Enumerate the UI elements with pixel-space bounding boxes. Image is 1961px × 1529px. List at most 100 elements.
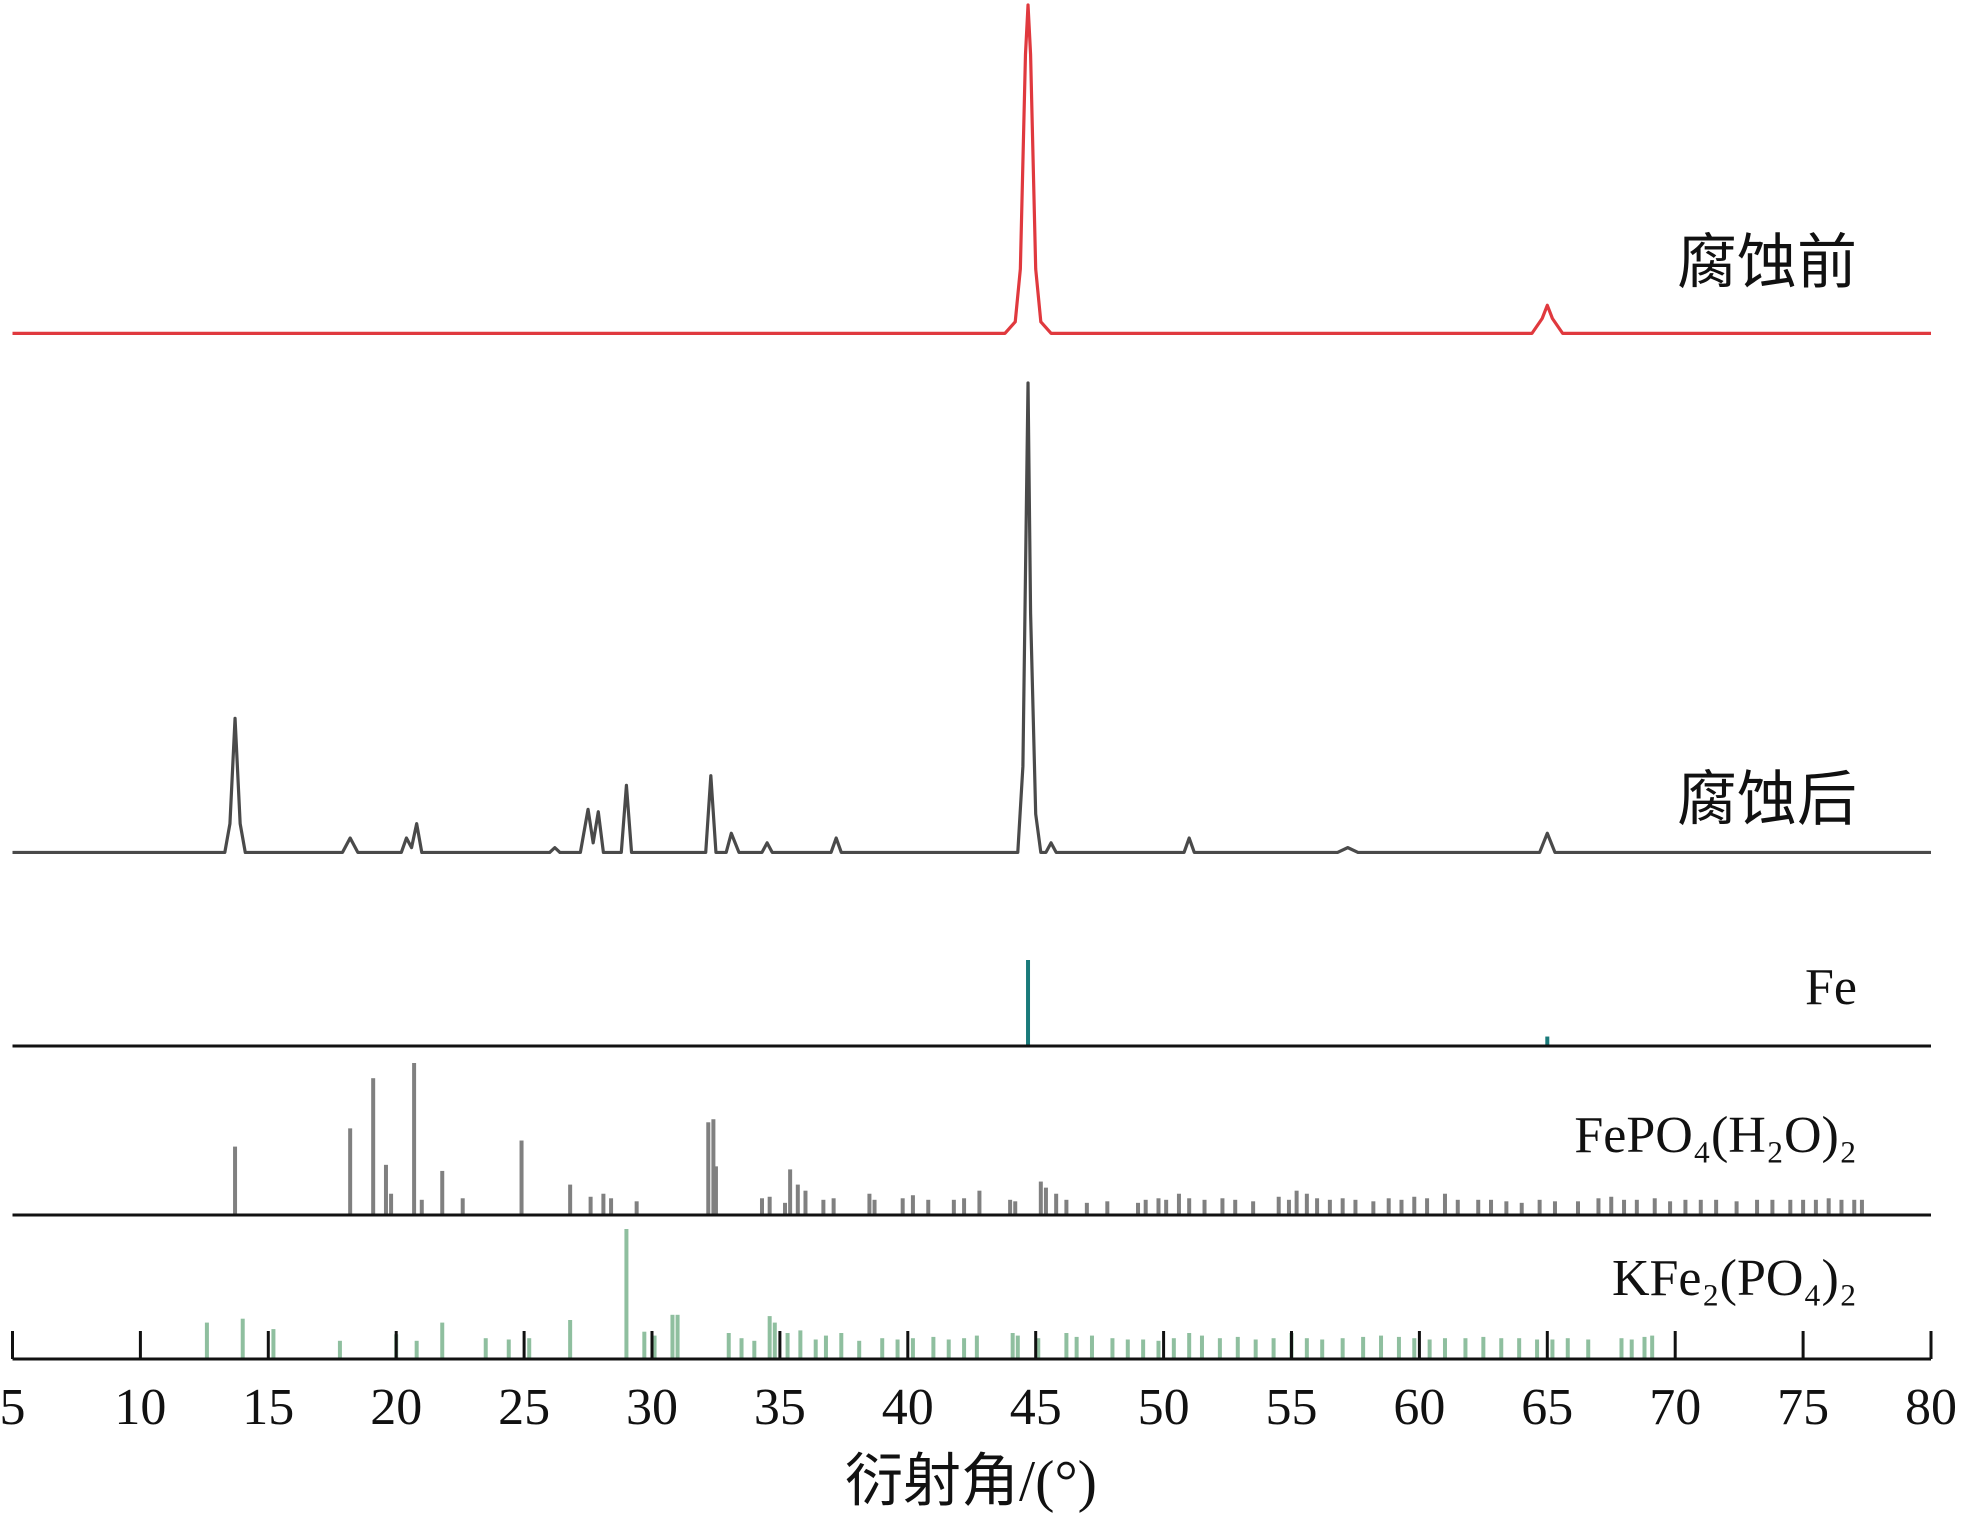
reference-stick [1089,1335,1094,1359]
reference-stick [788,1169,793,1215]
reference-stick [1476,1199,1481,1215]
reference-stick [1734,1201,1739,1215]
reference-stick [1143,1199,1148,1215]
reference-stick [1442,1193,1447,1215]
reference-stick [926,1199,931,1215]
reference-stick [233,1146,238,1215]
reference-stick [974,1335,979,1359]
reference-stick [1110,1338,1115,1359]
reference-stick [1586,1339,1591,1359]
reference-stick [857,1340,862,1359]
reference-stick [726,1333,731,1359]
reference-stick [460,1198,465,1215]
reference-stick [1315,1198,1320,1215]
reference-stick [1565,1338,1570,1359]
reference-stick [910,1195,915,1215]
reference-stick [568,1184,573,1215]
reference-stick [880,1338,885,1359]
reference-stick [1156,1198,1161,1215]
reference-stick [1304,1193,1309,1215]
reference-stick [1371,1201,1376,1215]
reference-stick [1788,1199,1793,1215]
reference-stick [772,1322,777,1359]
reference-stick [670,1314,675,1359]
reference-stick [519,1140,524,1215]
reference-stick [440,1322,445,1359]
reference-stick [910,1338,915,1359]
reference-stick [900,1198,905,1215]
pattern-label: FePO₄(H₂O)₂ [1574,1107,1857,1164]
reference-stick [1575,1201,1580,1215]
reference-stick [1481,1336,1486,1359]
pattern-label: Fe [1805,959,1857,1016]
reference-stick [1442,1338,1447,1359]
x-tick-label: 55 [1266,1379,1318,1436]
reference-stick [759,1198,764,1215]
reference-stick [1010,1333,1015,1359]
reference-stick [419,1199,424,1215]
x-tick-label: 5 [0,1379,26,1436]
reference-stick [652,1335,657,1359]
reference-stick [1013,1201,1018,1215]
reference-stick [1634,1199,1639,1215]
pattern-label: 腐蚀后 [1677,767,1857,833]
reference-stick [1489,1199,1494,1215]
x-tick-label: 15 [242,1379,294,1436]
reference-stick [739,1338,744,1359]
reference-stick [1379,1335,1384,1359]
x-tick-label: 10 [114,1379,166,1436]
reference-stick [601,1193,606,1215]
reference-stick [977,1190,982,1215]
reference-stick [1455,1199,1460,1215]
reference-stick [962,1198,967,1215]
reference-stick [1015,1335,1020,1359]
reference-stick [483,1338,488,1359]
x-tick-label: 20 [370,1379,422,1436]
x-axis-title: 衍射角/(°) [845,1448,1097,1513]
reference-stick [1233,1199,1238,1215]
reference-stick [1038,1181,1043,1215]
reference-stick [1504,1201,1509,1215]
reference-stick [1271,1338,1276,1359]
reference-stick [271,1329,276,1359]
x-tick-label: 40 [882,1379,934,1436]
reference-stick [1202,1199,1207,1215]
reference-stick [1217,1338,1222,1359]
reference-stick [1105,1201,1110,1215]
reference-stick [1304,1338,1309,1359]
reference-stick [371,1078,376,1215]
reference-stick [821,1199,826,1215]
reference-stick [1396,1336,1401,1359]
x-tick-label: 80 [1905,1379,1957,1436]
reference-stick [1859,1199,1864,1215]
reference-stick [1251,1201,1256,1215]
x-tick-label: 45 [1010,1379,1062,1436]
reference-stick [767,1196,772,1215]
reference-stick [803,1190,808,1215]
x-tick-label: 60 [1393,1379,1445,1436]
reference-stick [588,1196,593,1215]
reference-stick [1852,1199,1857,1215]
reference-stick [1136,1202,1141,1215]
reference-stick [872,1199,877,1215]
reference-stick [506,1339,511,1359]
reference-stick [1826,1198,1831,1215]
reference-stick [931,1336,936,1359]
reference-stick [831,1198,836,1215]
reference-stick [1642,1336,1647,1359]
reference-stick [204,1322,209,1359]
reference-stick [1026,960,1031,1046]
reference-stick [1286,1199,1291,1215]
reference-stick [412,1063,417,1215]
pattern-label: 腐蚀前 [1677,230,1857,296]
reference-stick [962,1338,967,1359]
reference-stick [795,1184,800,1215]
reference-stick [1714,1199,1719,1215]
reference-stick [1622,1199,1627,1215]
reference-stick [1425,1198,1430,1215]
reference-stick [1074,1336,1079,1359]
reference-stick [946,1339,951,1359]
reference-stick [440,1170,445,1215]
reference-stick [1668,1201,1673,1215]
reference-stick [752,1340,757,1359]
